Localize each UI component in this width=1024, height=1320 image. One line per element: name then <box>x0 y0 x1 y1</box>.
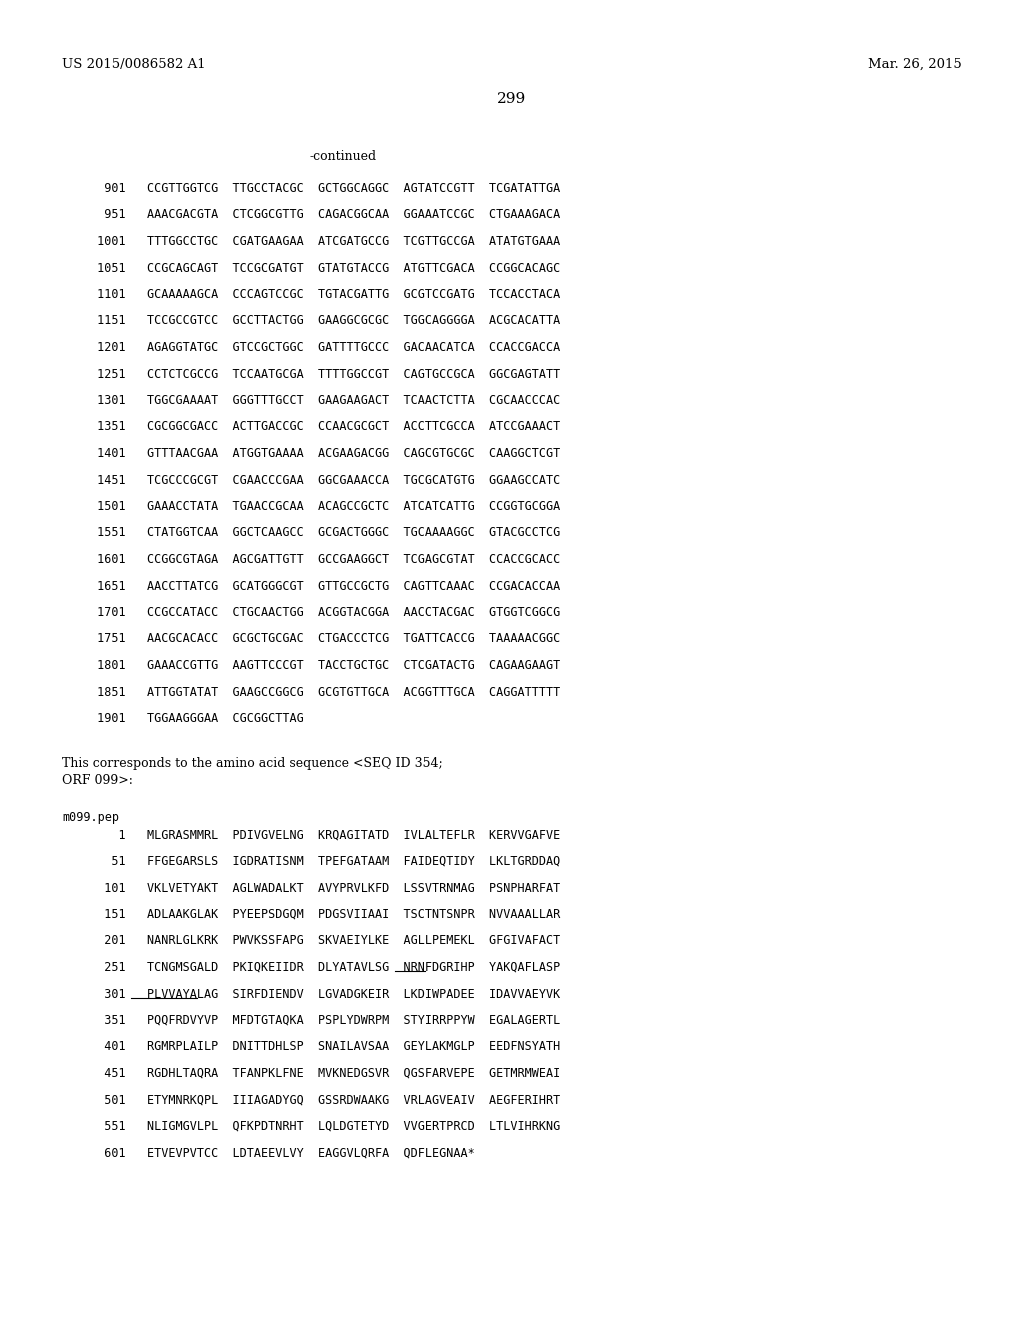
Text: 1251   CCTCTCGCCG  TCCAATGCGA  TTTTGGCCGT  CAGTGCCGCA  GGCGAGTATT: 1251 CCTCTCGCCG TCCAATGCGA TTTTGGCCGT CA… <box>90 367 560 380</box>
Text: 1201   AGAGGTATGC  GTCCGCTGGC  GATTTTGCCC  GACAACATCA  CCACCGACCA: 1201 AGAGGTATGC GTCCGCTGGC GATTTTGCCC GA… <box>90 341 560 354</box>
Text: US 2015/0086582 A1: US 2015/0086582 A1 <box>62 58 206 71</box>
Text: 1   MLGRASMMRL  PDIVGVELNG  KRQAGITATD  IVLALTEFLR  KERVVGAFVE: 1 MLGRASMMRL PDIVGVELNG KRQAGITATD IVLAL… <box>90 829 560 842</box>
Text: 1001   TTTGGCCTGC  CGATGAAGAA  ATCGATGCCG  TCGTTGCCGA  ATATGTGAAA: 1001 TTTGGCCTGC CGATGAAGAA ATCGATGCCG TC… <box>90 235 560 248</box>
Text: 1651   AACCTTATCG  GCATGGGCGT  GTTGCCGCTG  CAGTTCAAAC  CCGACACCAA: 1651 AACCTTATCG GCATGGGCGT GTTGCCGCTG CA… <box>90 579 560 593</box>
Text: 1451   TCGCCCGCGT  CGAACCCGAA  GGCGAAACCA  TGCGCATGTG  GGAAGCCATC: 1451 TCGCCCGCGT CGAACCCGAA GGCGAAACCA TG… <box>90 474 560 487</box>
Text: 551   NLIGMGVLPL  QFKPDTNRHT  LQLDGTETYD  VVGERTPRCD  LTLVIHRKNG: 551 NLIGMGVLPL QFKPDTNRHT LQLDGTETYD VVG… <box>90 1119 560 1133</box>
Text: 101   VKLVETYAKT  AGLWADALKT  AVYPRVLKFD  LSSVTRNMAG  PSNPHARFAT: 101 VKLVETYAKT AGLWADALKT AVYPRVLKFD LSS… <box>90 882 560 895</box>
Text: 951   AAACGACGTA  CTCGGCGTTG  CAGACGGCAA  GGAAATCCGC  CTGAAAGACA: 951 AAACGACGTA CTCGGCGTTG CAGACGGCAA GGA… <box>90 209 560 222</box>
Text: 1901   TGGAAGGGAA  CGCGGCTTAG: 1901 TGGAAGGGAA CGCGGCTTAG <box>90 711 304 725</box>
Text: 1601   CCGGCGTAGA  AGCGATTGTT  GCCGAAGGCT  TCGAGCGTAT  CCACCGCACC: 1601 CCGGCGTAGA AGCGATTGTT GCCGAAGGCT TC… <box>90 553 560 566</box>
Text: 1101   GCAAAAAGCA  CCCAGTCCGC  TGTACGATTG  GCGTCCGATG  TCCACCTACA: 1101 GCAAAAAGCA CCCAGTCCGC TGTACGATTG GC… <box>90 288 560 301</box>
Text: 1051   CCGCAGCAGT  TCCGCGATGT  GTATGTACCG  ATGTTCGACA  CCGGCACAGC: 1051 CCGCAGCAGT TCCGCGATGT GTATGTACCG AT… <box>90 261 560 275</box>
Text: 1701   CCGCCATACC  CTGCAACTGG  ACGGTACGGA  AACCTACGAC  GTGGTCGGCG: 1701 CCGCCATACC CTGCAACTGG ACGGTACGGA AA… <box>90 606 560 619</box>
Text: 601   ETVEVPVTCC  LDTAEEVLVY  EAGGVLQRFA  QDFLEGNAA*: 601 ETVEVPVTCC LDTAEEVLVY EAGGVLQRFA QDF… <box>90 1147 475 1159</box>
Text: 501   ETYMNRKQPL  IIIAGADYGQ  GSSRDWAAKG  VRLAGVEAIV  AEGFERIHRT: 501 ETYMNRKQPL IIIAGADYGQ GSSRDWAAKG VRL… <box>90 1093 560 1106</box>
Text: 201   NANRLGLKRK  PWVKSSFAPG  SKVAEIYLKE  AGLLPEMEKL  GFGIVAFACT: 201 NANRLGLKRK PWVKSSFAPG SKVAEIYLKE AGL… <box>90 935 560 948</box>
Text: m099.pep: m099.pep <box>62 810 119 824</box>
Text: 1801   GAAACCGTTG  AAGTTCCCGT  TACCTGCTGC  CTCGATACTG  CAGAAGAAGT: 1801 GAAACCGTTG AAGTTCCCGT TACCTGCTGC CT… <box>90 659 560 672</box>
Text: 401   RGMRPLAILP  DNITTDHLSP  SNAILAVSAA  GEYLAKMGLP  EEDFNSYATH: 401 RGMRPLAILP DNITTDHLSP SNAILAVSAA GEY… <box>90 1040 560 1053</box>
Text: 1851   ATTGGTATAT  GAAGCCGGCG  GCGTGTTGCA  ACGGTTTGCA  CAGGATTTTT: 1851 ATTGGTATAT GAAGCCGGCG GCGTGTTGCA AC… <box>90 685 560 698</box>
Text: 1351   CGCGGCGACC  ACTTGACCGC  CCAACGCGCT  ACCTTCGCCA  ATCCGAAACT: 1351 CGCGGCGACC ACTTGACCGC CCAACGCGCT AC… <box>90 421 560 433</box>
Text: 1301   TGGCGAAAAT  GGGTTTGCCT  GAAGAAGACT  TCAACTCTTA  CGCAACCCAC: 1301 TGGCGAAAAT GGGTTTGCCT GAAGAAGACT TC… <box>90 393 560 407</box>
Text: 1501   GAAACCTATA  TGAACCGCAA  ACAGCCGCTC  ATCATCATTG  CCGGTGCGGA: 1501 GAAACCTATA TGAACCGCAA ACAGCCGCTC AT… <box>90 500 560 513</box>
Text: ORF 099>:: ORF 099>: <box>62 775 133 788</box>
Text: 901   CCGTTGGTCG  TTGCCTACGC  GCTGGCAGGC  AGTATCCGTT  TCGATATTGA: 901 CCGTTGGTCG TTGCCTACGC GCTGGCAGGC AGT… <box>90 182 560 195</box>
Text: 251   TCNGMSGALD  PKIQKEIIDR  DLYATAVLSG  NRNFDGRIHP  YAKQAFLASP: 251 TCNGMSGALD PKIQKEIIDR DLYATAVLSG NRN… <box>90 961 560 974</box>
Text: 351   PQQFRDVYVP  MFDTGTAQKA  PSPLYDWRPM  STYIRRPPYW  EGALAGERTL: 351 PQQFRDVYVP MFDTGTAQKA PSPLYDWRPM STY… <box>90 1014 560 1027</box>
Text: 299: 299 <box>498 92 526 106</box>
Text: 51   FFGEGARSLS  IGDRATISNM  TPEFGATAAM  FAIDEQTIDY  LKLTGRDDAQ: 51 FFGEGARSLS IGDRATISNM TPEFGATAAM FAID… <box>90 855 560 869</box>
Text: 1551   CTATGGTCAA  GGCTCAAGCC  GCGACTGGGC  TGCAAAAGGC  GTACGCCTCG: 1551 CTATGGTCAA GGCTCAAGCC GCGACTGGGC TG… <box>90 527 560 540</box>
Text: 151   ADLAAKGLAK  PYEEPSDGQM  PDGSVIIAAI  TSCTNTSNPR  NVVAAALLAR: 151 ADLAAKGLAK PYEEPSDGQM PDGSVIIAAI TSC… <box>90 908 560 921</box>
Text: -continued: -continued <box>310 150 377 162</box>
Text: 451   RGDHLTAQRA  TFANPKLFNE  MVKNEDGSVR  QGSFARVEPE  GETMRMWEAI: 451 RGDHLTAQRA TFANPKLFNE MVKNEDGSVR QGS… <box>90 1067 560 1080</box>
Text: This corresponds to the amino acid sequence <SEQ ID 354;: This corresponds to the amino acid seque… <box>62 756 442 770</box>
Text: 1151   TCCGCCGTCC  GCCTTACTGG  GAAGGCGCGC  TGGCAGGGGA  ACGCACATTA: 1151 TCCGCCGTCC GCCTTACTGG GAAGGCGCGC TG… <box>90 314 560 327</box>
Text: Mar. 26, 2015: Mar. 26, 2015 <box>868 58 962 71</box>
Text: 301   PLVVAYALAG  SIRFDIENDV  LGVADGKEIR  LKDIWPADEE  IDAVVAEYVK: 301 PLVVAYALAG SIRFDIENDV LGVADGKEIR LKD… <box>90 987 560 1001</box>
Text: 1751   AACGCACACC  GCGCTGCGAC  CTGACCCTCG  TGATTCACCG  TAAAAACGGC: 1751 AACGCACACC GCGCTGCGAC CTGACCCTCG TG… <box>90 632 560 645</box>
Text: 1401   GTTTAACGAA  ATGGTGAAAA  ACGAAGACGG  CAGCGTGCGC  CAAGGCTCGT: 1401 GTTTAACGAA ATGGTGAAAA ACGAAGACGG CA… <box>90 447 560 459</box>
